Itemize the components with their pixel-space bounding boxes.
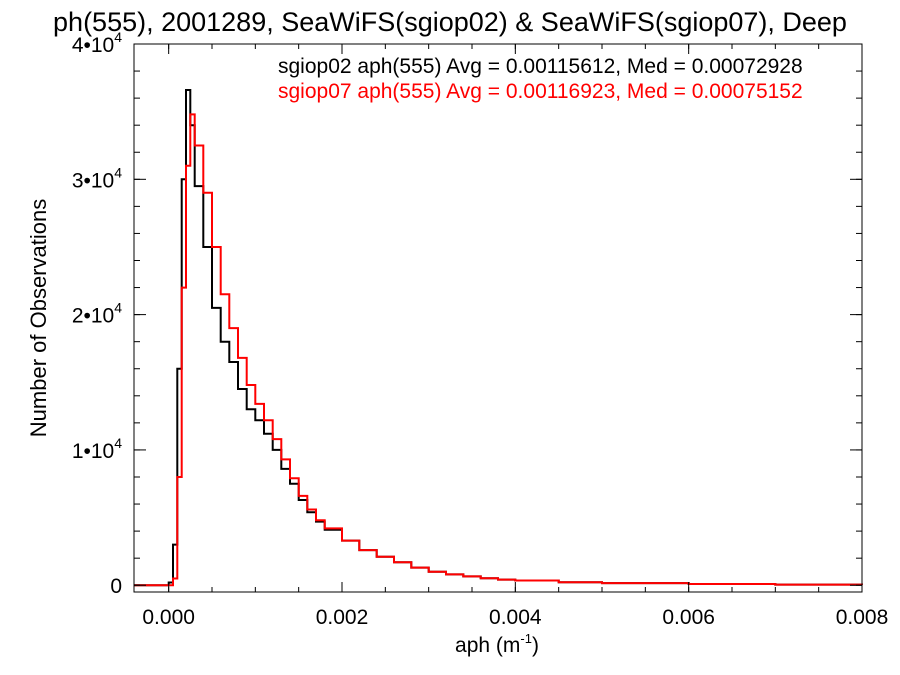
series-line-1 (134, 113, 863, 587)
y-tick-label-1: 1•104 (72, 435, 122, 463)
y-tick-label-3: 3•104 (72, 164, 122, 192)
x-axis-label-main: aph (m (455, 634, 520, 657)
y-tick-label-exponent-3: 4 (114, 164, 122, 180)
y-axis-label: Number of Observations (26, 199, 51, 437)
y-tick-label-exponent-4: 4 (114, 29, 122, 45)
legend-entry-sgiop02: sgiop02 aph(555) Avg = 0.00115612, Med =… (278, 55, 803, 78)
y-tick-label-exponent-1: 4 (114, 435, 122, 451)
x-axis-label: aph (m-1) (455, 631, 539, 657)
x-tick-label-3: 0.006 (662, 606, 715, 629)
x-axis-label-unit-exponent: -1 (520, 631, 532, 646)
plot-frame (133, 43, 863, 593)
x-tick-label-1: 0.002 (316, 606, 369, 629)
y-tick-label-mantissa-3: 3•10 (72, 169, 114, 192)
plot-lines (134, 89, 863, 587)
x-axis-label-close: ) (532, 634, 539, 657)
y-tick-label-mantissa-2: 2•10 (72, 305, 114, 328)
y-tick-label-mantissa-4: 4•10 (72, 34, 114, 57)
y-tick-label-2: 2•104 (72, 300, 122, 328)
axes: 0.000 0.002 0.004 0.006 0.00801•1042•1043•10… (72, 29, 888, 629)
y-tick-label-mantissa-1: 1•10 (72, 440, 114, 463)
y-tick-label-4: 4•104 (72, 29, 122, 57)
chart-title: ph(555), 2001289, SeaWiFS(sgiop02) & Sea… (53, 7, 847, 37)
legend-entry-sgiop07: sgiop07 aph(555) Avg = 0.00116923, Med =… (278, 80, 803, 103)
y-tick-label-exponent-2: 4 (114, 300, 122, 316)
y-tick-label-0: 0 (110, 575, 122, 598)
x-tick-label-4: 0.008 (836, 606, 889, 629)
series-line-0 (134, 89, 863, 587)
x-tick-label-2: 0.004 (489, 606, 542, 629)
x-tick-label-0: 0.000 (142, 606, 195, 629)
